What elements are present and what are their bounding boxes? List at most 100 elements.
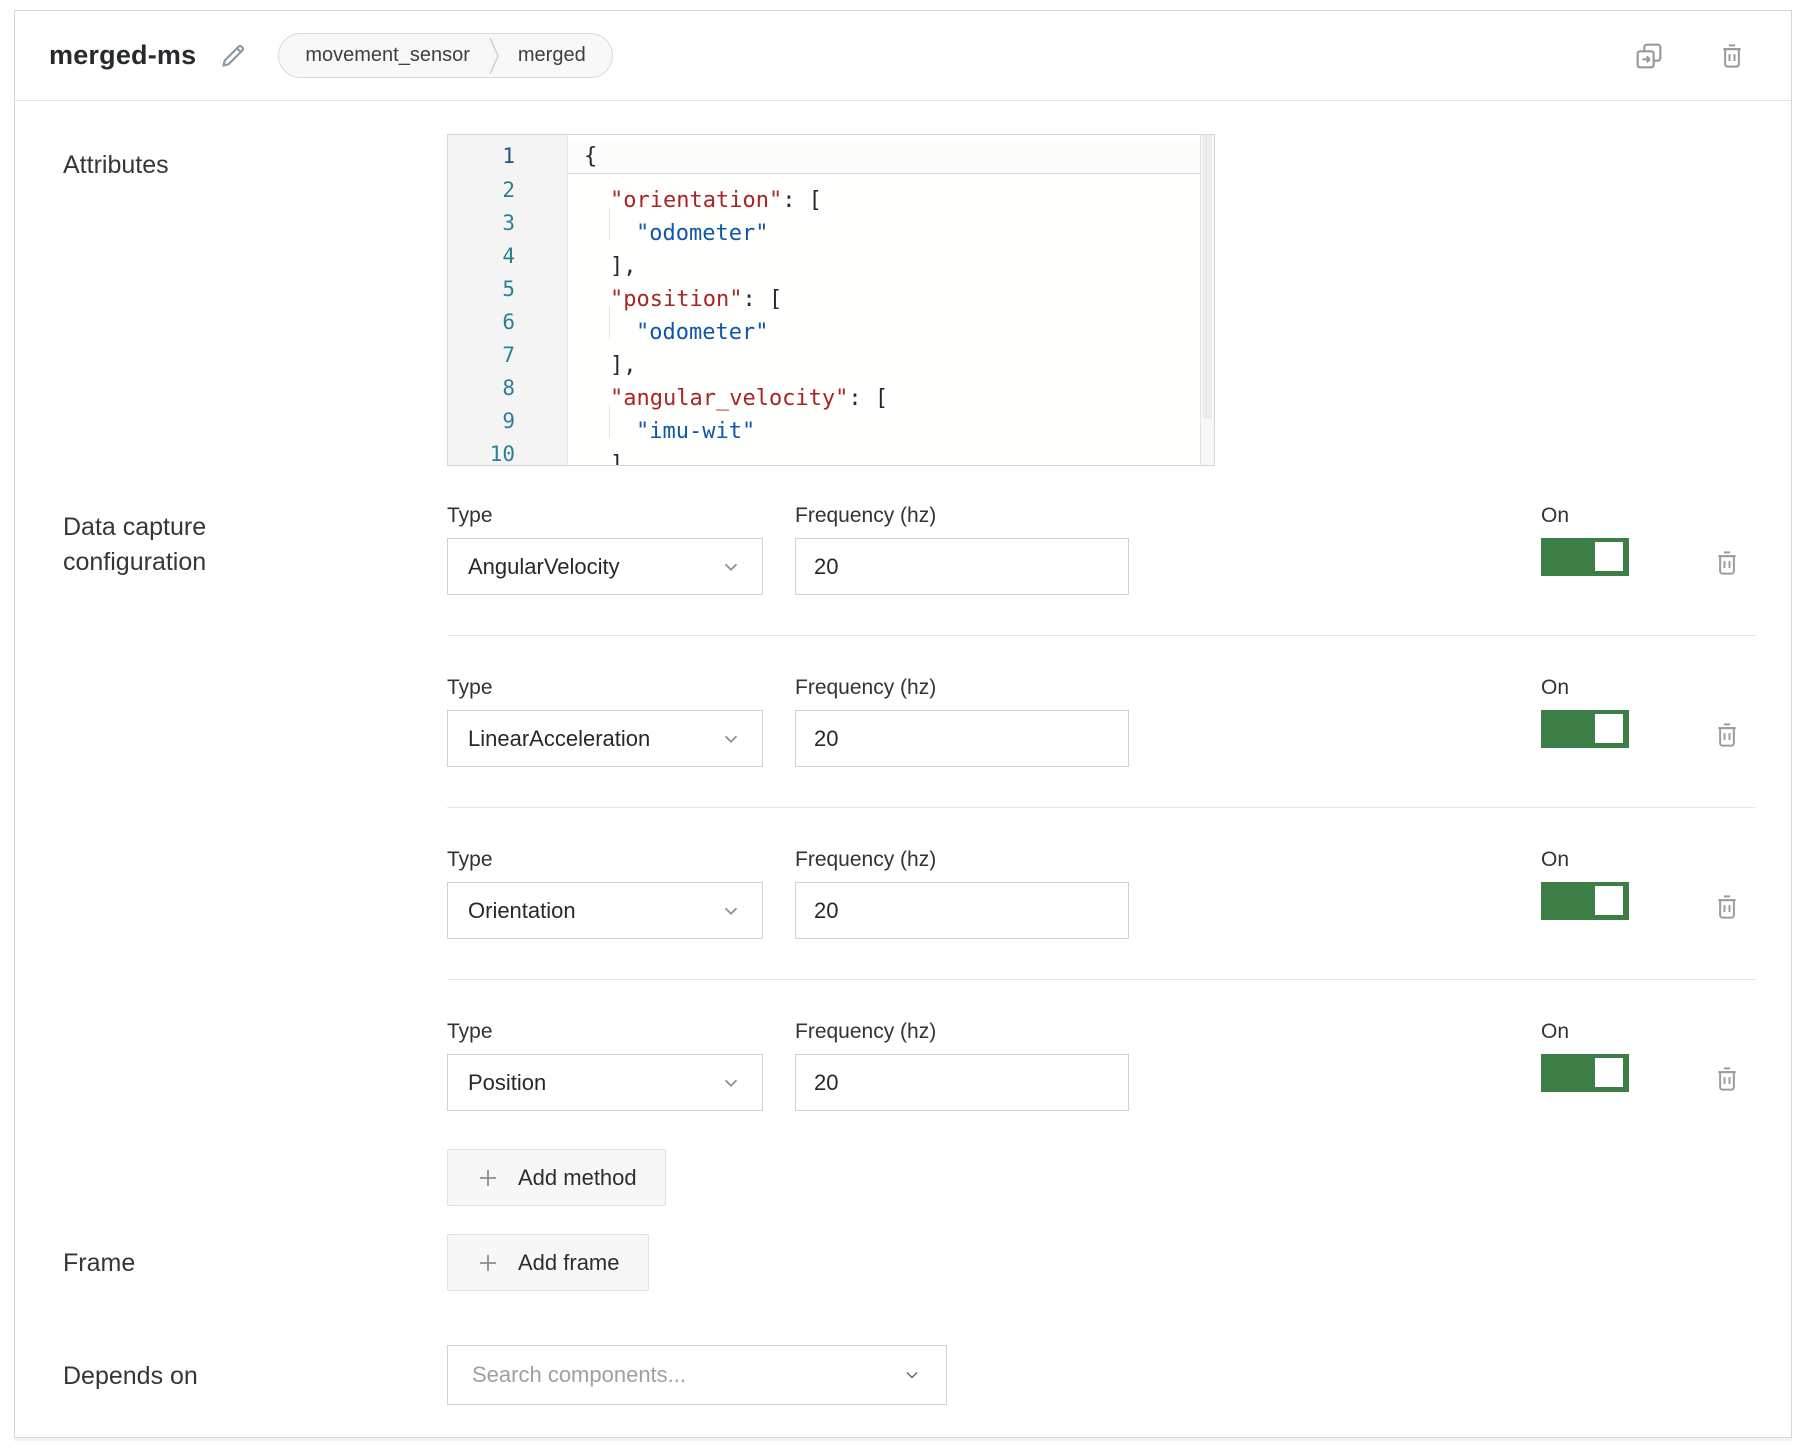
frequency-input[interactable] <box>795 538 1129 595</box>
on-label: On <box>1541 504 1570 527</box>
capture-toggle-group: On <box>1541 676 1629 748</box>
line-number: 3 <box>448 207 568 240</box>
trash-icon <box>1718 895 1736 919</box>
type-select-value: AngularVelocity <box>468 553 620 579</box>
chevron-down-icon <box>906 1372 918 1379</box>
plus-icon <box>480 1254 496 1271</box>
type-select-value: Orientation <box>468 897 576 923</box>
type-select-value: Position <box>468 1069 547 1095</box>
on-label: On <box>1541 1020 1570 1043</box>
code-line: 6 "odometer" <box>448 306 1200 345</box>
frequency-label: Frequency (hz) <box>795 676 937 699</box>
on-label: On <box>1541 848 1570 871</box>
type-select[interactable]: LinearAcceleration <box>447 710 763 767</box>
frame-section: Frame Add frame <box>49 1234 1755 1291</box>
data-capture-section: Data capture configuration Type AngularV… <box>49 504 1755 1206</box>
type-select-value: LinearAcceleration <box>468 725 651 751</box>
card-body: Attributes 1 { 2 "orientation": [ 3 "odo… <box>15 134 1791 1437</box>
attributes-label: Attributes <box>63 151 169 179</box>
capture-toggle[interactable] <box>1541 1054 1629 1092</box>
type-select[interactable]: Position <box>447 1054 763 1111</box>
on-label: On <box>1541 676 1570 699</box>
depends-on-select[interactable]: Search components... <box>447 1345 947 1405</box>
toggle-knob <box>1595 714 1623 743</box>
type-field: Type LinearAcceleration <box>447 676 763 767</box>
data-capture-method-row: Type Position Frequency (hz) On <box>447 979 1755 1111</box>
code-line: 5 "position": [ <box>448 273 1200 312</box>
type-field: Type Orientation <box>447 848 763 939</box>
depends-on-section: Depends on Search components... <box>49 1345 1755 1405</box>
plus-icon <box>480 1169 496 1186</box>
frequency-field: Frequency (hz) <box>795 676 1129 767</box>
delete-component-button[interactable] <box>1717 41 1747 71</box>
code-line-content: "odometer" <box>568 207 1200 246</box>
add-method-label: Add method <box>518 1164 637 1190</box>
toggle-knob <box>1595 1058 1623 1087</box>
type-label: Type <box>447 848 493 871</box>
chevron-down-icon <box>724 735 738 743</box>
code-line-content: "angular_velocity": [ <box>610 386 889 411</box>
code-line-content: { <box>568 140 1200 174</box>
delete-method-button[interactable] <box>1712 892 1742 922</box>
pencil-icon <box>222 44 245 67</box>
attributes-json-editor[interactable]: 1 { 2 "orientation": [ 3 "odometer" 4 ],… <box>447 134 1215 466</box>
trash-icon <box>1718 723 1736 747</box>
frequency-input[interactable] <box>795 882 1129 939</box>
code-line: 10 ] <box>448 438 1200 466</box>
data-capture-methods-list: Type AngularVelocity Frequency (hz) On T… <box>447 504 1755 1111</box>
code-line-content: "imu-wit" <box>568 405 1200 444</box>
toggle-knob <box>1595 886 1623 915</box>
line-number: 9 <box>448 405 568 438</box>
capture-toggle[interactable] <box>1541 538 1629 576</box>
frequency-input[interactable] <box>795 710 1129 767</box>
code-line-content: "odometer" <box>568 306 1200 345</box>
add-frame-button[interactable]: Add frame <box>447 1234 649 1291</box>
type-label: Type <box>447 676 493 699</box>
line-number: 1 <box>448 140 568 174</box>
type-label: Type <box>447 1020 493 1043</box>
capture-toggle[interactable] <box>1541 710 1629 748</box>
capture-toggle-group: On <box>1541 848 1629 920</box>
capture-toggle[interactable] <box>1541 882 1629 920</box>
code-line: 8 "angular_velocity": [ <box>448 372 1200 411</box>
toggle-knob <box>1595 542 1623 571</box>
scrollbar-thumb[interactable] <box>1203 135 1212 419</box>
capture-toggle-group: On <box>1541 504 1629 576</box>
card-header: merged-ms movement_sensor merged <box>15 11 1791 101</box>
type-field: Type AngularVelocity <box>447 504 763 595</box>
trash-icon <box>1718 1067 1736 1091</box>
duplicate-icon <box>1636 43 1662 68</box>
frequency-label: Frequency (hz) <box>795 1020 937 1043</box>
code-line-content: ], <box>610 254 637 279</box>
type-label: Type <box>447 504 493 527</box>
line-number: 6 <box>448 306 568 339</box>
breadcrumb-model: merged <box>517 44 586 66</box>
data-capture-method-row: Type AngularVelocity Frequency (hz) On <box>447 504 1755 595</box>
editor-scrollbar[interactable] <box>1200 135 1214 465</box>
frequency-label: Frequency (hz) <box>795 504 937 527</box>
component-card: merged-ms movement_sensor merged Attribu… <box>14 10 1792 1438</box>
trash-icon <box>1718 551 1736 575</box>
type-select[interactable]: AngularVelocity <box>447 538 763 595</box>
code-line: 3 "odometer" <box>448 207 1200 246</box>
edit-name-button[interactable] <box>218 41 248 71</box>
frequency-input[interactable] <box>795 1054 1129 1111</box>
data-capture-method-row: Type LinearAcceleration Frequency (hz) O… <box>447 635 1755 767</box>
line-number: 8 <box>448 372 568 405</box>
delete-method-button[interactable] <box>1712 720 1742 750</box>
delete-method-button[interactable] <box>1712 1064 1742 1094</box>
duplicate-component-button[interactable] <box>1633 40 1665 72</box>
chevron-down-icon <box>724 907 738 915</box>
trash-icon <box>1723 43 1741 68</box>
delete-method-button[interactable] <box>1712 548 1742 578</box>
code-line-content: ] <box>610 452 624 466</box>
data-capture-label: Data capture configuration <box>63 513 207 576</box>
frequency-field: Frequency (hz) <box>795 848 1129 939</box>
frequency-label: Frequency (hz) <box>795 848 937 871</box>
chevron-down-icon <box>724 1079 738 1087</box>
add-method-button[interactable]: Add method <box>447 1149 666 1206</box>
type-select[interactable]: Orientation <box>447 882 763 939</box>
code-line-content: ], <box>610 353 637 378</box>
data-capture-method-row: Type Orientation Frequency (hz) On <box>447 807 1755 939</box>
line-number: 4 <box>448 240 568 273</box>
